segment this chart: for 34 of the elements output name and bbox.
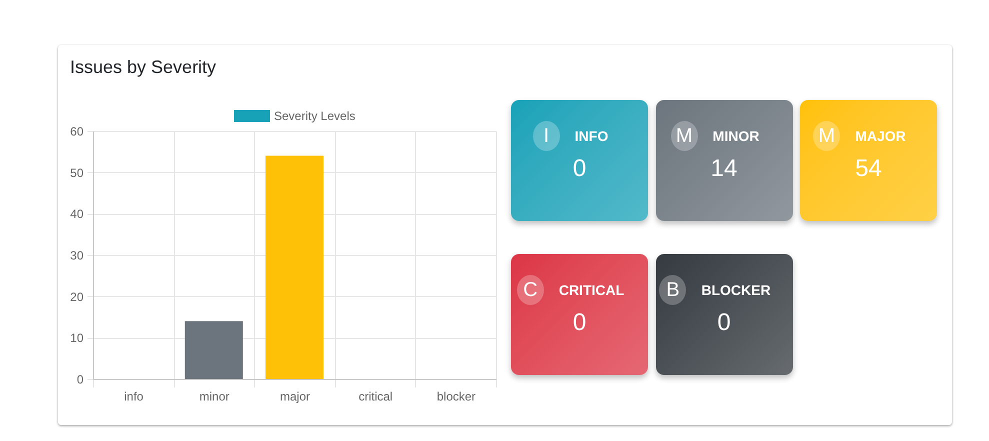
x-tick-label: blocker	[436, 390, 476, 404]
x-tick-label: info	[124, 390, 144, 404]
y-tick-label: 30	[70, 248, 84, 262]
x-tick-label: minor	[199, 390, 230, 404]
y-tick-label: 0	[76, 372, 84, 386]
category-label: CRITICAL	[558, 282, 624, 298]
y-tick-label: 50	[70, 166, 84, 180]
card: B BLOCKER 0	[656, 254, 792, 375]
x-tick-label: critical	[358, 390, 393, 404]
y-tick-label: 20	[70, 290, 84, 304]
card: M MINOR 14	[656, 100, 792, 221]
data-label: 14	[710, 155, 738, 182]
y-tick-label: 10	[70, 331, 84, 346]
text: Severity Levels	[274, 109, 356, 123]
data-label: 54	[855, 155, 882, 182]
category-label: MINOR	[712, 128, 760, 144]
y-tick-label: 40	[70, 207, 84, 222]
circle-badge: C	[516, 275, 544, 305]
category-label: INFO	[574, 128, 608, 144]
data-label: 0	[572, 155, 586, 182]
data-label: 0	[717, 309, 731, 336]
circle-badge: M	[670, 121, 698, 151]
data-label: 0	[572, 309, 586, 336]
card: I INFO 0	[511, 100, 648, 221]
y-tick-label: 60	[70, 124, 84, 138]
chart-title: Issues by Severity	[70, 57, 216, 77]
circle-badge: M	[813, 121, 840, 151]
x-tick-label: major	[280, 390, 310, 404]
circle-badge: I	[532, 121, 560, 151]
card: C CRITICAL 0	[511, 254, 648, 375]
category-label: BLOCKER	[701, 282, 771, 298]
circle-badge: B	[659, 275, 686, 305]
category-label: MAJOR	[855, 128, 906, 144]
card: M MAJOR 54	[800, 100, 937, 221]
